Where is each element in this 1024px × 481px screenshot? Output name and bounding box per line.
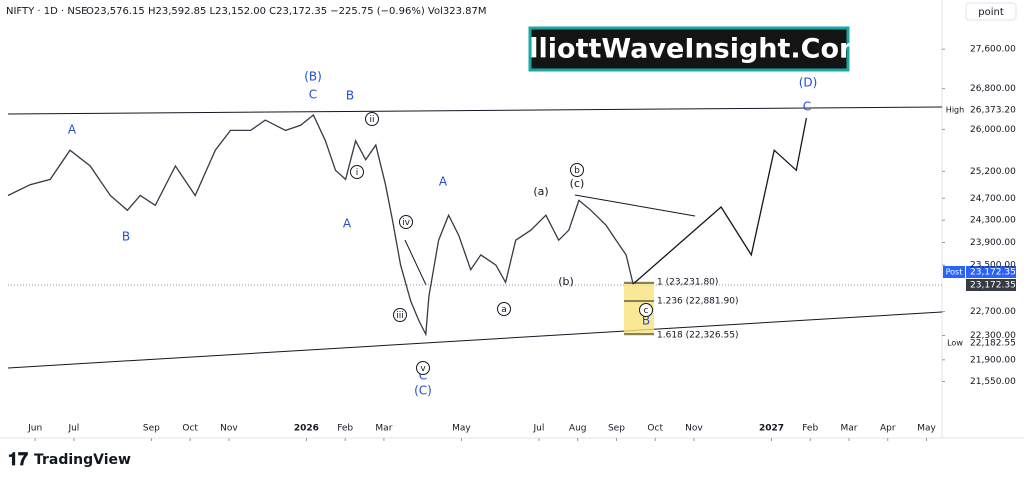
low-price: 22,182.55 [970,339,1016,349]
wave-label: A [343,217,352,231]
trend-line [7,106,943,115]
wave-label: (a) [533,185,548,198]
wave-circle [399,215,413,229]
circled-label: iii [396,311,404,321]
wave-label: (b) [558,275,574,288]
wave-circle [350,165,364,179]
wave-circle [393,308,407,322]
logo-mark: 𝟏𝟕 [8,449,28,470]
wave-circle [497,302,511,316]
x-tick-label: Jun [27,424,42,434]
wave-circle [416,361,430,375]
fib-label: 1.236 (22,881.90) [657,297,738,307]
x-tick-label: May [452,424,471,434]
ohlc: O23,576.15 H23,592.85 L23,152.00 C23,172… [86,6,487,17]
wave-label: A [439,175,448,189]
wave-label: B [122,230,130,244]
y-tick-label: 21,550.00 [970,377,1016,387]
wave-label: C [419,369,427,383]
x-tick-label: May [917,424,936,434]
wave-label: B [642,314,650,328]
x-tick-label: Aug [569,424,587,434]
x-tick-label: Mar [375,424,392,434]
x-tick-label: 2027 [759,424,784,434]
banner-text: ElliottWaveInsight.Com [511,34,867,65]
post-tag-label: Post [946,268,963,277]
circled-label: a [501,305,507,315]
last-price-tag [966,279,1016,291]
y-tick-label: 25,200.00 [970,167,1016,177]
trend-line [404,239,427,286]
logo: TradingView [34,452,131,468]
fib-label: 1 (23,231.80) [657,278,718,288]
last-price: 23,172.35 [970,281,1016,291]
high-price: 26,373.20 [970,106,1016,116]
x-tick-label: Feb [802,424,818,434]
wave-label: (c) [570,177,585,190]
post-price: 23,172.35 [970,268,1016,278]
x-tick-label: Sep [608,424,625,434]
circled-label: c [644,306,649,316]
wave-label: (D) [799,76,818,90]
trend-line [7,311,943,369]
x-tick-label: Oct [647,424,663,434]
circled-label: iv [402,218,411,228]
high-tag [943,104,967,116]
circled-label: v [420,364,426,374]
circled-label: b [574,166,580,176]
x-tick-label: Feb [337,424,353,434]
y-tick-label: 21,900.00 [970,355,1016,365]
x-tick-label: Mar [840,424,857,434]
post-price-tag [966,266,1016,278]
low-tag-label: Low [947,339,963,348]
symbol: NIFTY · 1D · NSE [6,6,88,17]
x-tick-label: 2026 [294,424,319,434]
x-tick-label: Nov [685,424,703,434]
y-tick-label: 22,300.00 [970,331,1016,341]
x-tick-label: Oct [182,424,198,434]
fib-label: 1.618 (22,326.55) [657,331,738,341]
y-tick-label: 24,300.00 [970,216,1016,226]
price-line [632,117,808,285]
wave-label: (B) [304,70,322,84]
post-tag [943,266,965,278]
y-tick-label: 24,700.00 [970,194,1016,204]
banner [528,26,850,72]
high-tag-label: High [946,106,964,115]
wave-circle [365,112,379,126]
y-tick-label: 26,000.00 [970,125,1016,135]
wave-label: C [309,88,317,102]
x-tick-label: Jul [67,424,79,434]
wave-circle [639,303,653,317]
x-tick-label: Apr [880,424,896,434]
wave-label: A [68,123,77,137]
x-tick-label: Sep [143,424,160,434]
wave-label: (C) [414,384,432,398]
x-tick-label: Nov [220,424,238,434]
y-tick-label: 26,800.00 [970,84,1016,94]
scale-button[interactable] [965,2,1017,21]
x-tick-label: Jul [533,424,545,434]
circled-label: ii [369,115,374,125]
price-line [7,113,634,337]
wave-label: B [346,89,354,103]
circled-label: i [356,168,359,178]
trend-line [574,194,696,217]
y-tick-label: 23,500.00 [970,261,1016,271]
wave-circle [570,163,584,177]
y-tick-label: 23,900.00 [970,238,1016,248]
scale-button-label[interactable]: point [978,7,1004,18]
y-tick-label: 27,600.00 [970,45,1016,55]
y-tick-label: 22,700.00 [970,307,1016,317]
wave-label: C [803,100,811,114]
